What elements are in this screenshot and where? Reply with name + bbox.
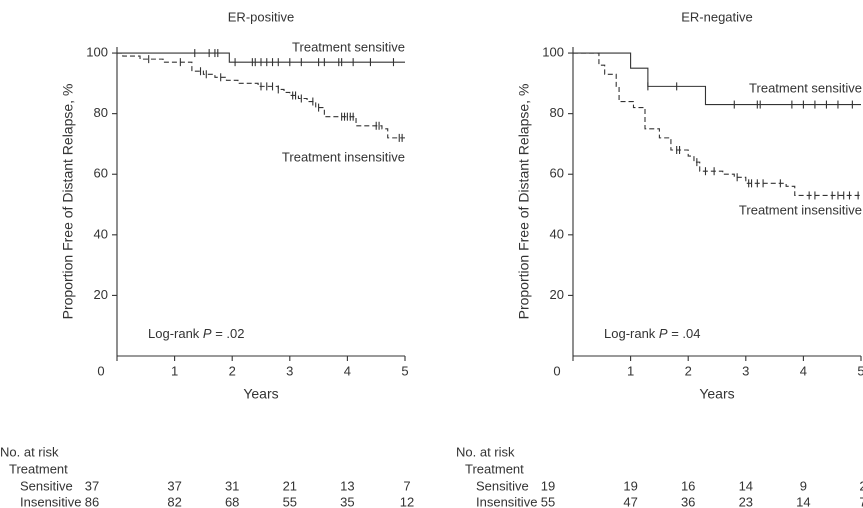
y-tick-label: 40	[94, 226, 108, 241]
risk-value: 21	[283, 478, 297, 493]
risk-value: 47	[623, 494, 637, 508]
risk-value: 13	[340, 478, 354, 493]
x-tick-label: 4	[344, 363, 351, 378]
risk-value: 9	[800, 478, 807, 493]
risk-value: 55	[541, 494, 555, 508]
annotation: Log-rank P = .02	[148, 326, 244, 341]
risk-title: No. at risk	[0, 444, 59, 459]
risk-value: 12	[400, 494, 414, 508]
annotation-part: P	[203, 326, 212, 341]
x-tick-label: 1	[627, 363, 634, 378]
risk-row-name: Insensitive	[476, 494, 537, 508]
x-tick-label: 5	[857, 363, 863, 378]
risk-value: 82	[167, 494, 181, 508]
risk-value: 2	[859, 478, 863, 493]
chart-title: ER-positive	[228, 9, 294, 24]
x-tick-label: 0	[97, 363, 104, 378]
risk-value: 36	[681, 494, 695, 508]
risk-value: 68	[225, 494, 239, 508]
risk-value: 55	[283, 494, 297, 508]
y-tick-label: 60	[94, 166, 108, 181]
annotation-part: = .02	[212, 326, 245, 341]
x-tick-label: 5	[401, 363, 408, 378]
survival-curve	[573, 52, 861, 106]
annotation-part: Log-rank	[604, 326, 659, 341]
risk-value: 19	[541, 478, 555, 493]
y-axis-label: Proportion Free of Distant Relapse, %	[516, 84, 532, 320]
risk-row-name: Sensitive	[476, 478, 529, 493]
risk-value: 14	[796, 494, 810, 508]
risk-value: 7	[403, 478, 410, 493]
y-tick-label: 80	[94, 105, 108, 120]
y-tick-label: 80	[550, 105, 564, 120]
series-label: Treatment insensitive	[282, 149, 405, 164]
risk-value: 23	[739, 494, 753, 508]
annotation-part: P	[659, 326, 668, 341]
x-tick-label: 3	[286, 363, 293, 378]
risk-value: 37	[85, 478, 99, 493]
y-tick-label: 100	[86, 44, 108, 59]
risk-group: Treatment	[9, 461, 68, 476]
x-tick-label: 3	[742, 363, 749, 378]
series-label: Treatment sensitive	[292, 39, 405, 54]
x-tick-label: 2	[229, 363, 236, 378]
risk-value: 31	[225, 478, 239, 493]
annotation-part: = .04	[668, 326, 701, 341]
x-tick-label: 0	[553, 363, 560, 378]
annotation-part: Log-rank	[148, 326, 203, 341]
risk-row-name: Insensitive	[20, 494, 81, 508]
risk-value: 86	[85, 494, 99, 508]
series-label: Treatment insensitive	[739, 202, 862, 217]
survival-curve	[573, 52, 861, 196]
risk-value: 14	[739, 478, 753, 493]
y-tick-label: 20	[94, 287, 108, 302]
risk-group: Treatment	[465, 461, 524, 476]
annotation: Log-rank P = .04	[604, 326, 700, 341]
y-tick-label: 40	[550, 226, 564, 241]
risk-value: 16	[681, 478, 695, 493]
survival-curve	[117, 52, 405, 63]
x-axis-label: Years	[243, 386, 278, 402]
y-tick-label: 100	[542, 44, 564, 59]
risk-title: No. at risk	[456, 444, 515, 459]
risk-value: 19	[623, 478, 637, 493]
risk-value: 35	[340, 494, 354, 508]
risk-row-name: Sensitive	[20, 478, 73, 493]
risk-value: 7	[859, 494, 863, 508]
y-axis-label: Proportion Free of Distant Relapse, %	[60, 84, 76, 320]
y-tick-label: 60	[550, 166, 564, 181]
chart-title: ER-negative	[681, 9, 753, 24]
series-label: Treatment sensitive	[749, 80, 862, 95]
x-tick-label: 1	[171, 363, 178, 378]
x-tick-label: 4	[800, 363, 807, 378]
risk-value: 37	[167, 478, 181, 493]
x-tick-label: 2	[685, 363, 692, 378]
y-tick-label: 20	[550, 287, 564, 302]
x-axis-label: Years	[699, 386, 734, 402]
